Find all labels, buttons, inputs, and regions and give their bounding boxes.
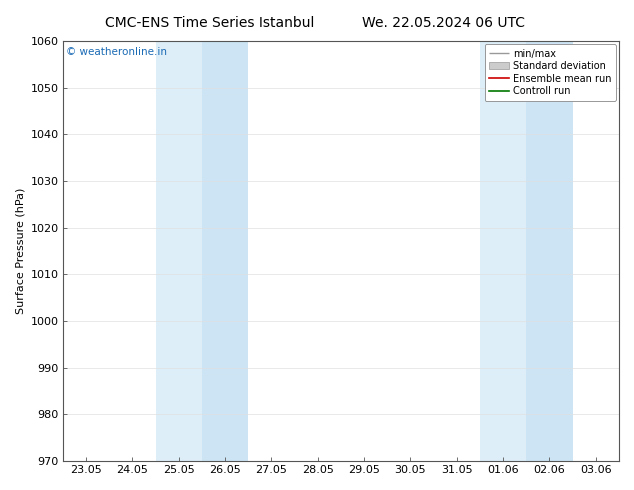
Bar bbox=[480, 41, 526, 461]
Bar bbox=[202, 41, 249, 461]
Bar bbox=[526, 41, 573, 461]
Text: © weatheronline.in: © weatheronline.in bbox=[66, 48, 167, 57]
Y-axis label: Surface Pressure (hPa): Surface Pressure (hPa) bbox=[15, 188, 25, 314]
Text: We. 22.05.2024 06 UTC: We. 22.05.2024 06 UTC bbox=[362, 16, 526, 30]
Bar bbox=[155, 41, 202, 461]
Legend: min/max, Standard deviation, Ensemble mean run, Controll run: min/max, Standard deviation, Ensemble me… bbox=[484, 44, 616, 101]
Text: CMC-ENS Time Series Istanbul: CMC-ENS Time Series Istanbul bbox=[105, 16, 314, 30]
